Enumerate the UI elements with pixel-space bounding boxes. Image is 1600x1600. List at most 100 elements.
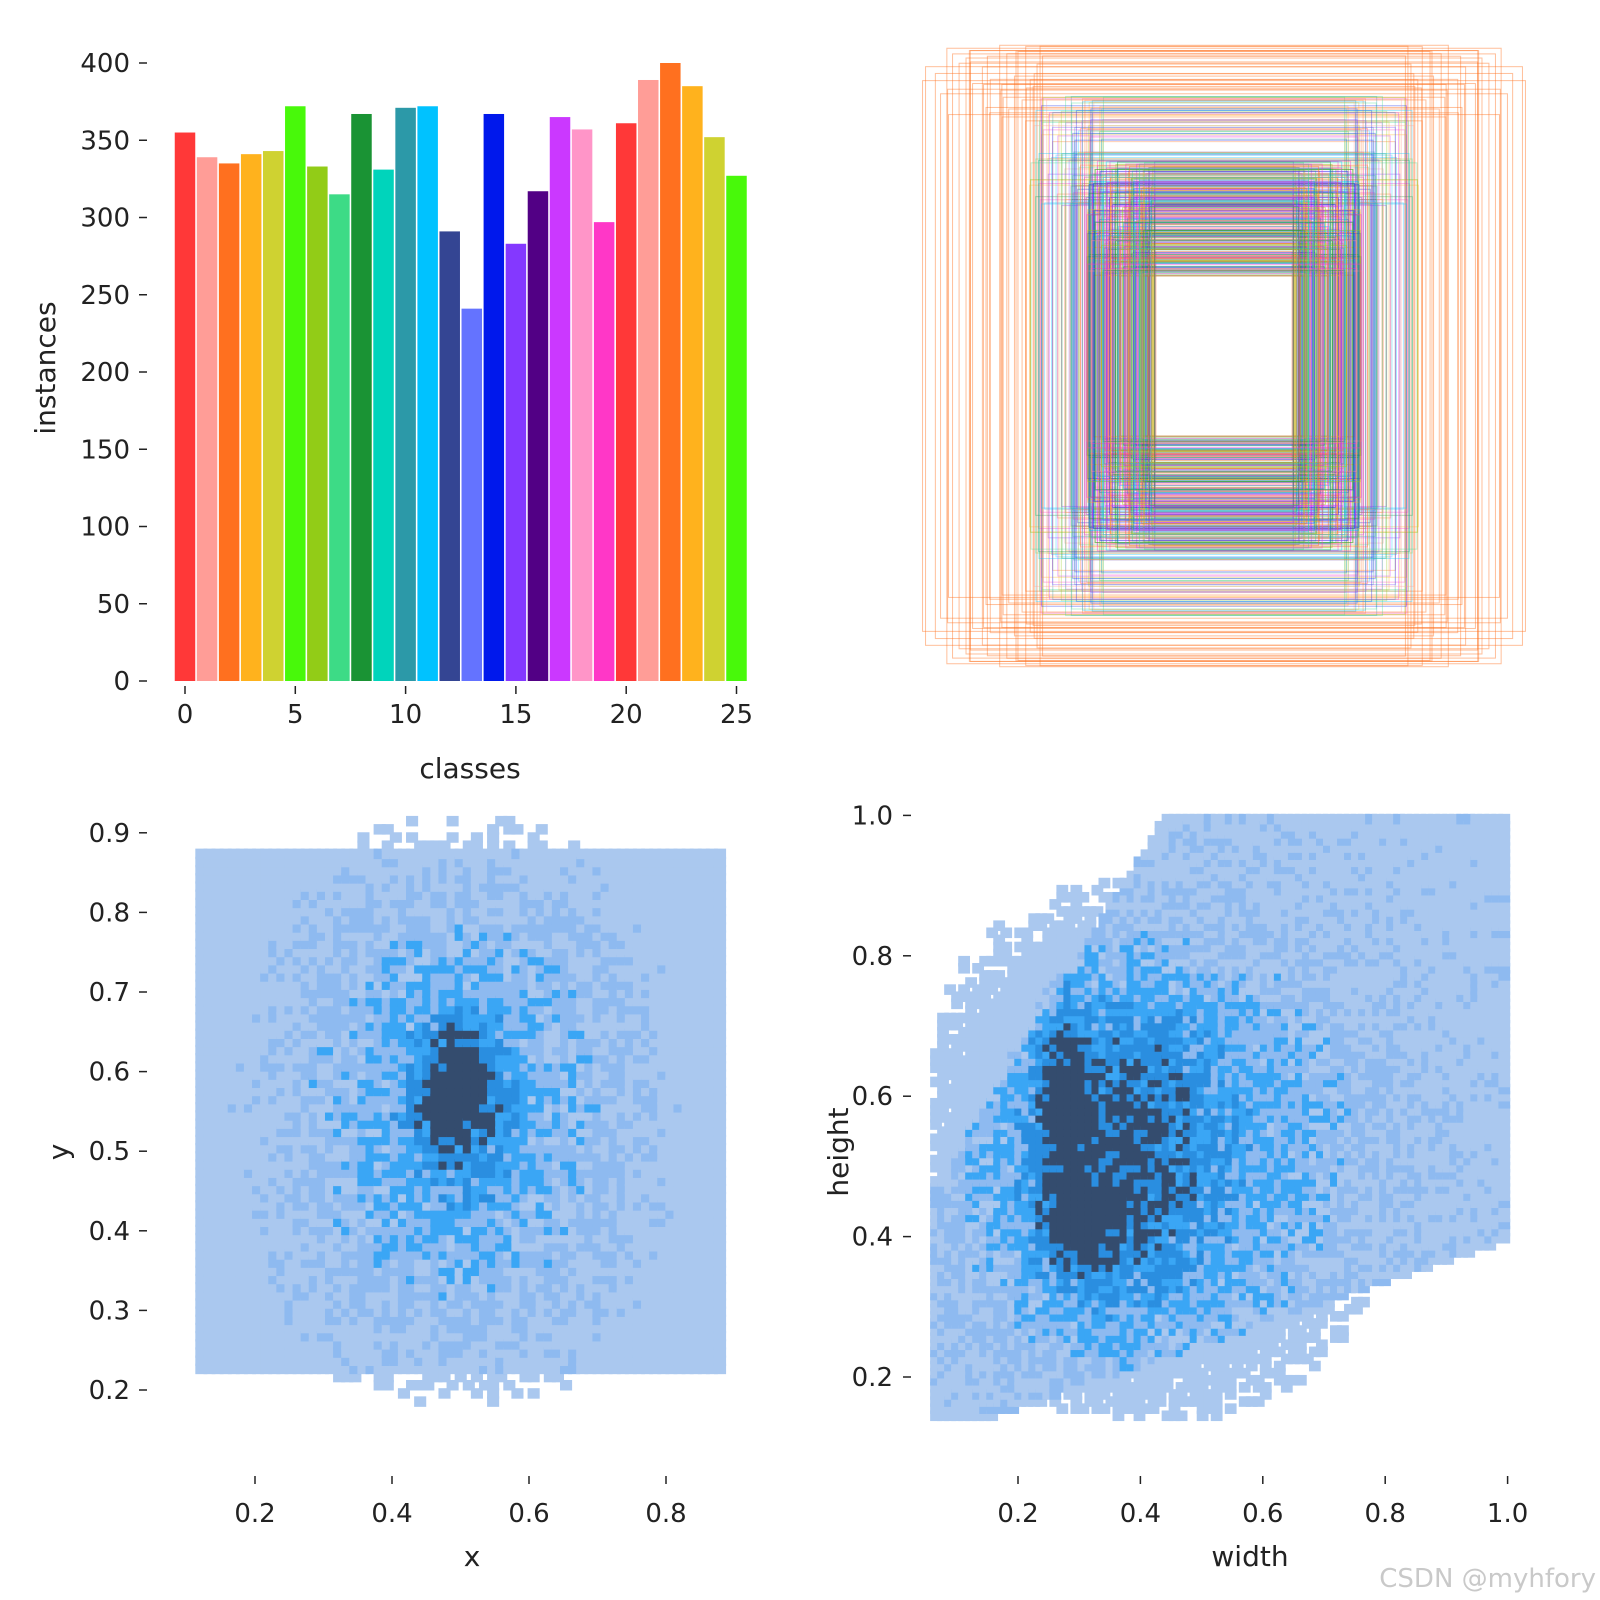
hist-cell <box>316 1265 329 1277</box>
hist-cell <box>252 1102 265 1113</box>
hist-cell <box>243 979 257 990</box>
hist-cell <box>260 930 273 941</box>
hist-cell <box>308 1306 321 1317</box>
hist-cell <box>211 1085 224 1097</box>
hist-cell <box>268 1069 281 1080</box>
hist-cell <box>243 1257 257 1268</box>
hist-cell <box>292 954 305 966</box>
label-box <box>1035 196 1413 516</box>
hist-cell <box>316 1241 329 1252</box>
hist-cell <box>284 1298 297 1309</box>
hist-cell <box>243 1175 257 1187</box>
label-box <box>1134 221 1314 491</box>
label-box <box>1117 275 1331 437</box>
hist-cell <box>203 864 216 876</box>
hist-cell <box>195 1044 208 1056</box>
hist-cell <box>316 930 329 941</box>
hist-cell <box>292 1118 305 1129</box>
label-box <box>1142 202 1306 510</box>
label-box <box>1117 239 1331 473</box>
hist-cell <box>195 905 208 917</box>
label-box <box>1090 108 1358 604</box>
hist-cell <box>284 1241 297 1252</box>
hist-cell <box>284 1306 297 1317</box>
hist-cell <box>211 1273 224 1285</box>
label-box <box>1086 232 1362 480</box>
hist-cell <box>276 979 289 990</box>
label-box <box>1097 262 1351 450</box>
hist-cell <box>195 946 208 958</box>
label-box <box>1143 229 1305 483</box>
hist-cell <box>243 881 257 892</box>
hist-cell <box>260 1265 273 1277</box>
label-box <box>1103 227 1345 485</box>
hist-cell <box>284 979 297 990</box>
label-box <box>1072 132 1376 580</box>
hist-cell <box>300 1224 313 1236</box>
hist-cell <box>219 1036 232 1048</box>
label-box <box>1094 222 1354 490</box>
hist-cell <box>560 1380 573 1391</box>
hist-cell <box>211 1216 224 1227</box>
label-box <box>1118 174 1330 538</box>
hist-cell <box>260 1069 273 1080</box>
label-box <box>1099 219 1349 493</box>
hist-cell <box>292 1102 305 1113</box>
hist-cell <box>235 1273 248 1285</box>
hist-cell <box>284 1126 297 1138</box>
hist-cell <box>227 1028 240 1039</box>
label-box <box>1106 182 1342 530</box>
label-box <box>1090 152 1358 560</box>
y-tick-label: 0.3 <box>89 1296 130 1326</box>
hist-cell <box>300 905 313 917</box>
hist-cell <box>219 1061 232 1072</box>
hist-cell <box>235 1093 248 1105</box>
hist-cell <box>276 1012 289 1023</box>
label-box <box>1035 158 1413 554</box>
hist-cell <box>219 1232 232 1244</box>
hist-cell <box>203 1306 216 1317</box>
hist-cell <box>219 922 232 933</box>
hist-cell <box>195 938 208 950</box>
hist-cell <box>203 954 216 966</box>
hist-cell <box>268 1052 281 1064</box>
hist-cell <box>195 1290 208 1301</box>
label-box <box>1091 100 1357 612</box>
label-box <box>1133 218 1315 494</box>
x-tick-label: 0 <box>177 700 194 730</box>
hist-cell <box>300 1069 313 1080</box>
hist-cell <box>219 897 232 909</box>
hist-cell <box>235 971 248 982</box>
label-box <box>1099 170 1349 542</box>
hist-cell <box>227 1249 240 1260</box>
hist-cell <box>308 1028 321 1039</box>
label-box <box>1089 174 1359 538</box>
hist-cell <box>227 1200 240 1211</box>
hist-cell <box>235 1224 248 1236</box>
hist-cell <box>268 922 281 933</box>
hist-cell <box>324 1249 338 1260</box>
hist-cell <box>227 1224 240 1236</box>
hist-cell <box>252 971 265 982</box>
y-tick-label: 150 <box>80 435 130 465</box>
hist-cell <box>260 1232 273 1244</box>
label-box <box>1108 229 1340 483</box>
hist-cell <box>276 1241 289 1252</box>
hist-cell <box>219 1347 232 1358</box>
label-box <box>1105 172 1343 540</box>
hist-cell <box>211 1257 224 1268</box>
label-box <box>1152 260 1296 452</box>
x-tick-label: 25 <box>720 700 753 730</box>
hist-cell <box>195 1306 208 1317</box>
hist-cell <box>260 1052 273 1064</box>
hist-cell <box>316 938 329 950</box>
label-box <box>1061 153 1387 559</box>
hist-cell <box>446 832 459 843</box>
hist-cell <box>333 1322 346 1334</box>
label-box <box>1008 108 1440 604</box>
label-box <box>1098 191 1350 521</box>
hist-cell <box>260 1175 273 1187</box>
hist-cell <box>203 1191 216 1203</box>
hist-cell <box>203 1224 216 1236</box>
label-box <box>1118 233 1330 479</box>
